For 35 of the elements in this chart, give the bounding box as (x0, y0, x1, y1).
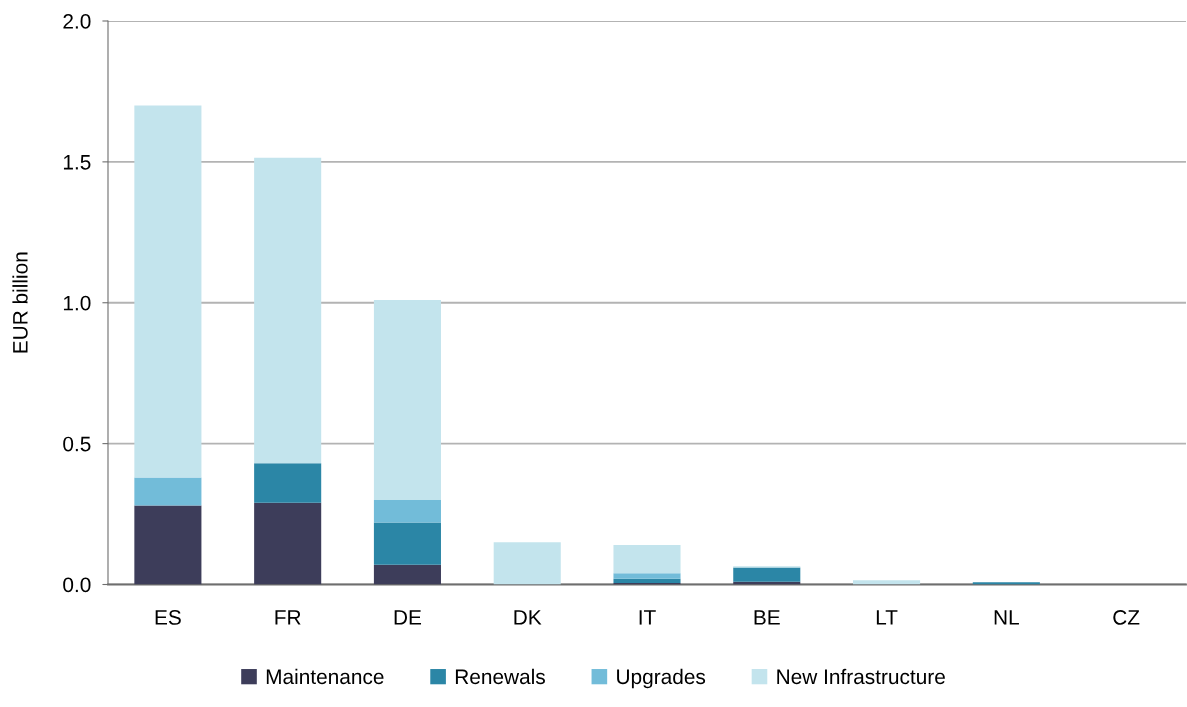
y-axis-title: EUR billion (12, 252, 28, 353)
x-tick-label: DK (514, 610, 542, 625)
y-tick-label: 1.5 (63, 155, 91, 170)
bar (254, 463, 322, 503)
bar (134, 477, 202, 506)
bar (134, 105, 202, 478)
legend-label: Renewals (455, 668, 545, 685)
legend-label: Upgrades (617, 668, 706, 689)
bar (373, 564, 441, 585)
x-tick-label: DE (394, 610, 422, 625)
bar (373, 499, 441, 523)
bar (853, 580, 921, 585)
bar (613, 578, 681, 584)
bar (613, 545, 681, 574)
x-tick-label: ES (155, 610, 181, 625)
legend-label: New Infrastructure (777, 668, 945, 685)
legend-label: Maintenance (266, 668, 384, 685)
y-tick-label: 0.5 (63, 436, 91, 452)
x-tick-label: CZ (1113, 610, 1140, 625)
bar (373, 299, 441, 500)
bar (134, 505, 202, 585)
x-tick-label: NL (994, 610, 1019, 625)
bar (254, 157, 322, 464)
x-tick-label: IT (639, 610, 656, 625)
x-tick-label: FR (275, 610, 301, 625)
x-tick-label: LT (876, 610, 898, 625)
bar (254, 502, 322, 585)
y-tick-label: 2.0 (63, 14, 91, 29)
bar (613, 573, 681, 579)
bar (373, 522, 441, 565)
bar (733, 567, 801, 582)
y-tick-label: 0.0 (63, 577, 91, 593)
x-tick-label: BE (754, 610, 780, 625)
y-tick-label: 1.0 (63, 295, 91, 311)
bar (493, 542, 561, 585)
